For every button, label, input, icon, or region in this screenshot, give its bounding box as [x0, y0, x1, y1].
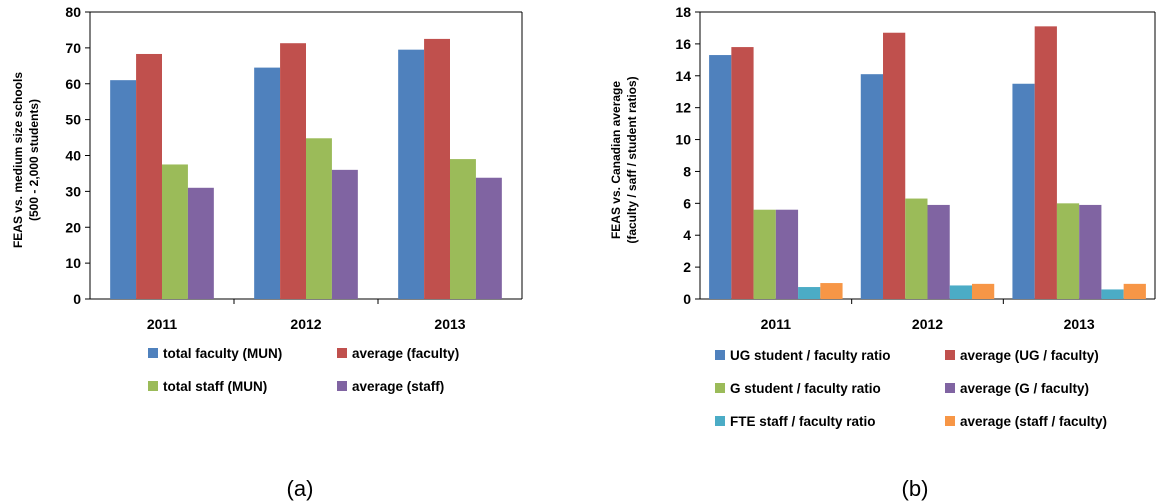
y-tick-label: 6	[683, 195, 691, 211]
category-label-2013: 2013	[434, 316, 465, 332]
legend-swatch-total-staff-mun	[148, 381, 158, 391]
legend-label-total-staff-mun: total staff (MUN)	[163, 379, 267, 394]
y-tick-label: 18	[675, 4, 691, 20]
y-tick-label: 0	[683, 291, 691, 307]
y-tick-label: 80	[65, 4, 81, 20]
category-label-2013: 2013	[1064, 316, 1095, 332]
y-tick-label: 8	[683, 163, 691, 179]
bar-ug-student-faculty-ratio-2012	[860, 74, 884, 299]
chart-a-legend: total faculty (MUN) average (faculty) tota…	[148, 346, 459, 394]
legend-label-fte-staff-faculty-ratio: FTE staff / faculty ratio	[730, 414, 876, 429]
y-tick-label: 2	[683, 259, 691, 275]
chart-b-y-ticks: 0 2 4 6 8 10 12 14 16 18	[675, 4, 700, 307]
y-tick-label: 30	[65, 183, 81, 199]
bar-total-staff-mun-2011	[162, 164, 188, 299]
y-tick-label: 60	[65, 76, 81, 92]
legend-swatch-ug-student-faculty-ratio	[715, 350, 725, 360]
legend-label-average-g-faculty: average (G / faculty)	[960, 381, 1089, 396]
legend-swatch-average-g-faculty	[945, 383, 955, 393]
legend-label-g-student-faculty-ratio: G student / faculty ratio	[730, 381, 881, 396]
bar-average-staff-faculty-2011	[820, 283, 843, 299]
chart-a: 0 10 20 30 40 50 60 70 80 2011 2012 2013 FEAS vs. …	[11, 4, 523, 501]
bar-average-g-faculty-2013	[1079, 204, 1102, 299]
chart-b-y-label-line2: (faculty / saff / student ratios)	[625, 76, 639, 243]
legend-swatch-average-staff	[337, 381, 347, 391]
y-tick-label: 40	[65, 148, 81, 164]
y-tick-label: 50	[65, 112, 81, 128]
bar-average-staff-faculty-2013	[1123, 283, 1146, 299]
legend-swatch-total-faculty-mun	[148, 348, 158, 358]
legend-label-average-faculty: average (faculty)	[352, 346, 459, 361]
bar-average-g-faculty-2012	[927, 204, 950, 299]
chart-b: 0 2 4 6 8 10 12 14 16 18 2011 2012 2013 FEAS vs. Ca…	[609, 4, 1156, 501]
chart-b-panel-label: (b)	[902, 476, 929, 501]
chart-a-panel-label: (a)	[287, 476, 314, 501]
y-tick-label: 10	[675, 132, 691, 148]
bar-g-student-faculty-ratio-2011	[753, 209, 776, 299]
legend-label-average-staff-faculty: average (staff / faculty)	[960, 414, 1107, 429]
chart-a-y-ticks: 0 10 20 30 40 50 60 70 80	[65, 4, 90, 307]
bar-total-faculty-mun-2011	[110, 80, 137, 299]
legend-label-average-ug-faculty: average (UG / faculty)	[960, 348, 1099, 363]
y-tick-label: 20	[65, 219, 81, 235]
bar-average-staff-2012	[331, 169, 358, 299]
bar-total-faculty-mun-2013	[398, 49, 425, 300]
chart-a-y-label-line1: FEAS vs. medium size schools	[11, 72, 25, 248]
legend-label-ug-student-faculty-ratio: UG student / faculty ratio	[730, 348, 891, 363]
category-label-2012: 2012	[912, 316, 943, 332]
bar-g-student-faculty-ratio-2012	[905, 198, 928, 299]
category-label-2011: 2011	[147, 316, 178, 332]
legend-label-average-staff: average (staff)	[352, 379, 444, 394]
bar-average-faculty-2013	[424, 38, 450, 299]
y-tick-label: 0	[73, 291, 81, 307]
y-tick-label: 14	[675, 68, 691, 84]
legend-swatch-average-ug-faculty	[945, 350, 955, 360]
bar-average-ug-faculty-2012	[883, 32, 906, 299]
bar-fte-staff-faculty-ratio-2012	[949, 285, 972, 299]
bar-average-staff-2013	[475, 177, 502, 299]
bar-g-student-faculty-ratio-2013	[1056, 203, 1080, 299]
chart-b-legend: UG student / faculty ratio average (UG / …	[715, 348, 1107, 429]
bar-total-staff-mun-2012	[306, 138, 332, 299]
y-tick-label: 10	[65, 255, 81, 271]
bar-average-ug-faculty-2013	[1034, 26, 1057, 299]
bar-ug-student-faculty-ratio-2013	[1012, 83, 1035, 299]
category-label-2012: 2012	[290, 316, 321, 332]
legend-swatch-average-faculty	[337, 348, 347, 358]
bar-average-staff-faculty-2012	[971, 283, 995, 299]
bar-average-g-faculty-2011	[775, 209, 799, 299]
y-tick-label: 70	[65, 40, 81, 56]
bar-fte-staff-faculty-ratio-2011	[798, 287, 821, 299]
chart-a-categories: 2011 2012 2013	[147, 299, 466, 332]
bar-ug-student-faculty-ratio-2011	[709, 55, 732, 299]
bar-total-staff-mun-2013	[450, 159, 476, 299]
bar-average-staff-2011	[187, 187, 214, 299]
chart-b-y-label-line1: FEAS vs. Canadian average	[609, 81, 623, 239]
chart-a-y-label-line2: (500 - 2,000 students)	[27, 99, 41, 221]
chart-a-bars	[110, 38, 502, 300]
bar-total-faculty-mun-2012	[254, 67, 281, 299]
bar-average-faculty-2012	[280, 43, 306, 300]
y-tick-label: 4	[683, 227, 691, 243]
chart-b-categories: 2011 2012 2013	[761, 299, 1095, 332]
category-label-2011: 2011	[761, 316, 792, 332]
legend-swatch-average-staff-faculty	[945, 416, 955, 426]
chart-b-bars	[709, 26, 1146, 300]
y-tick-label: 16	[675, 36, 691, 52]
y-tick-label: 12	[675, 100, 691, 116]
legend-swatch-g-student-faculty-ratio	[715, 383, 725, 393]
legend-swatch-fte-staff-faculty-ratio	[715, 416, 725, 426]
bar-fte-staff-faculty-ratio-2013	[1101, 289, 1124, 299]
bar-average-ug-faculty-2011	[731, 47, 754, 300]
bar-average-faculty-2011	[136, 53, 162, 299]
legend-label-total-faculty-mun: total faculty (MUN)	[163, 346, 282, 361]
